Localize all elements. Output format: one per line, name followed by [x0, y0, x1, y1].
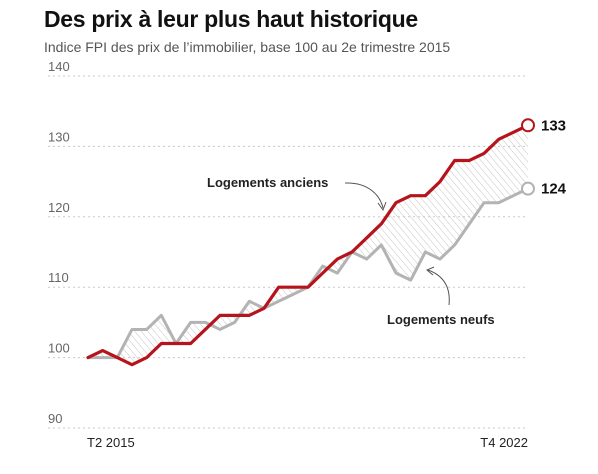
annotation-arrow [427, 269, 450, 306]
end-value-label: 124 [541, 181, 567, 198]
arrow-head-icon [377, 201, 387, 212]
y-tick-label: 100 [48, 341, 70, 356]
annotations: Logements anciens Logements neufs [207, 175, 495, 327]
end-value-label: 133 [541, 117, 566, 134]
end-point-marker [521, 118, 535, 133]
y-tick-label: 120 [48, 200, 70, 215]
y-tick-label: 90 [48, 411, 62, 426]
annotation-logements-neufs: Logements neufs [387, 312, 495, 327]
x-tick-label: T4 2022 [480, 435, 528, 450]
end-point-marker [521, 181, 535, 196]
series-layer: 124 133 [86, 117, 567, 367]
arrow-head-icon [426, 266, 435, 276]
annotation-arrow [344, 182, 384, 209]
chart-title: Des prix à leur plus haut historique [44, 6, 418, 32]
x-axis: T2 2015 T4 2022 [87, 435, 528, 450]
series-line-anciens [86, 123, 530, 367]
gridlines [48, 75, 528, 429]
y-axis: 90 100 110 120 130 140 [48, 59, 70, 426]
y-tick-label: 130 [48, 129, 70, 144]
x-tick-label: T2 2015 [87, 435, 135, 450]
annotation-logements-anciens: Logements anciens [207, 175, 328, 190]
y-tick-label: 110 [48, 270, 69, 285]
chart-subtitle: Indice FPI des prix de l’immobilier, bas… [44, 39, 451, 55]
y-tick-label: 140 [48, 59, 70, 74]
gap-hatch-area [88, 125, 528, 365]
